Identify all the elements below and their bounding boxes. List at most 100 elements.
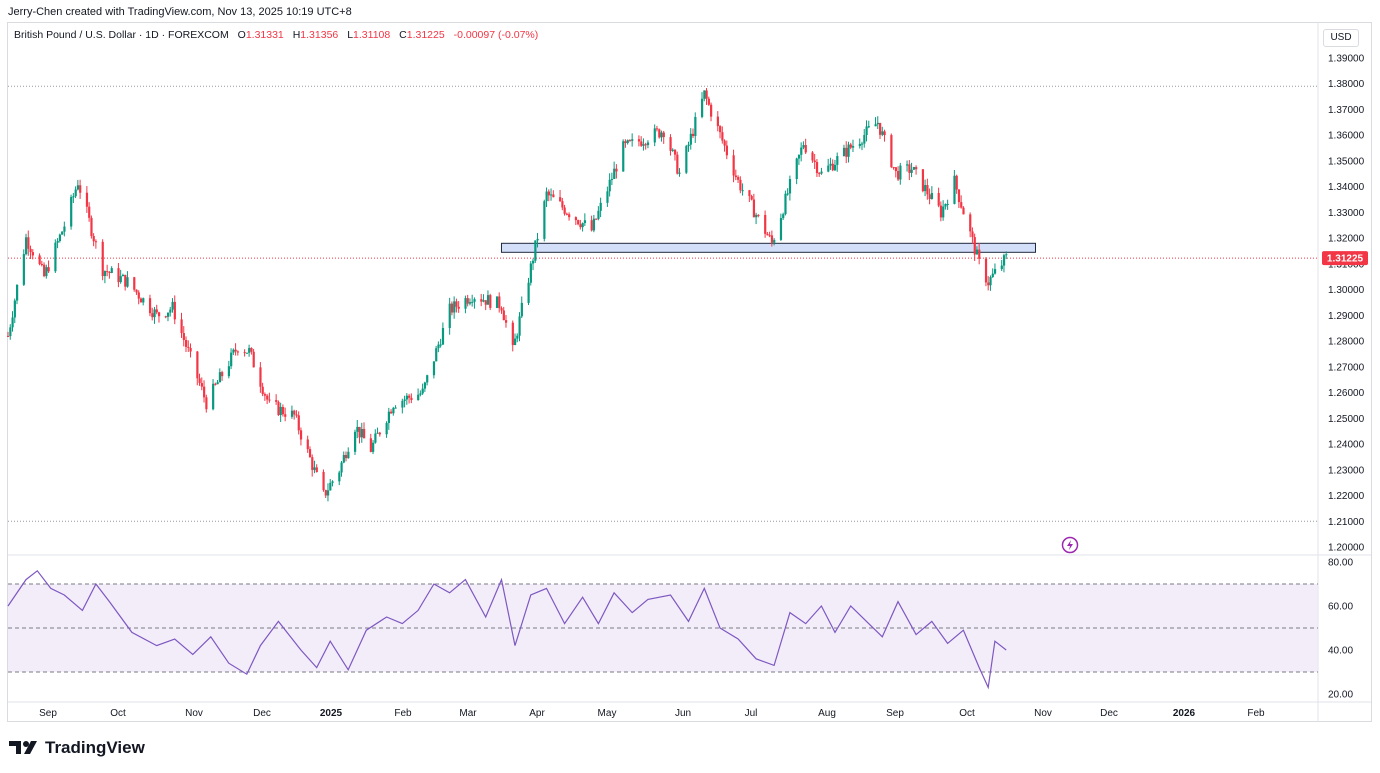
candle-body (516, 335, 519, 339)
time-tick-label: Nov (185, 708, 203, 719)
candle-body (975, 249, 979, 255)
candle-body (234, 349, 237, 352)
candle-body (187, 346, 190, 349)
candle-body (955, 175, 958, 190)
candle-body (189, 348, 192, 352)
candle-body (417, 394, 420, 400)
candle-body (166, 312, 170, 317)
candle-body (295, 414, 298, 416)
candle-body (464, 298, 467, 309)
candle-body (173, 301, 176, 320)
candle-body (182, 333, 185, 340)
candle-body (157, 312, 161, 317)
candle-body (13, 300, 16, 318)
candle-body (38, 255, 41, 265)
candle-body (306, 439, 309, 450)
candle-body (453, 301, 456, 313)
candle-body (356, 426, 359, 432)
currency-button[interactable]: USD (1323, 29, 1359, 47)
candle-body (836, 156, 839, 165)
candle-body (527, 282, 530, 303)
candle-body (324, 490, 327, 496)
candle-body (561, 201, 564, 208)
candle-body (448, 303, 451, 328)
candle-body (710, 104, 713, 117)
candle-body (773, 239, 776, 243)
candle-body (101, 241, 104, 277)
candle-body (354, 431, 357, 452)
candle-body (437, 344, 440, 349)
candle-body (660, 132, 663, 138)
candle-body (203, 386, 206, 398)
candle-body (164, 316, 167, 318)
candle-body (500, 308, 503, 311)
rsi-tick-label: 80.00 (1328, 558, 1353, 569)
candle-body (624, 141, 627, 144)
candle-body (313, 467, 316, 470)
candle-body (106, 271, 109, 273)
time-tick-label: May (598, 708, 617, 719)
price-tick-label: 1.29000 (1328, 311, 1365, 322)
candle-body (606, 191, 609, 203)
price-tick-label: 1.30000 (1328, 285, 1365, 296)
candle-body (7, 335, 10, 337)
candle-body (486, 295, 490, 305)
candle-body (392, 407, 395, 414)
low-label: L (347, 29, 354, 41)
candle-body (842, 147, 846, 157)
candle-body (860, 143, 864, 145)
candle-body (108, 272, 111, 274)
candle-body (212, 383, 215, 410)
tradingview-logo[interactable]: TradingView (9, 738, 145, 758)
candle-body (642, 144, 645, 146)
candle-body (874, 124, 877, 127)
candle-body (890, 135, 893, 168)
symbol-legend: British Pound / U.S. Dollar · 1D · FOREX… (14, 29, 538, 41)
candle-body (813, 160, 816, 163)
candle-body (658, 129, 661, 138)
candle-body (937, 193, 940, 206)
candle-body (879, 122, 882, 135)
candle-body (394, 407, 397, 409)
candle-body (142, 298, 145, 303)
candle-body (768, 235, 771, 237)
price-tick-label: 1.22000 (1328, 491, 1365, 502)
candle-body (347, 451, 350, 459)
time-tick-label: 2026 (1173, 708, 1196, 719)
candle-body (56, 240, 59, 243)
candle-body (76, 185, 80, 190)
candle-body (153, 309, 156, 318)
candle-body (466, 298, 469, 304)
candle-body (236, 351, 240, 353)
candle-body (401, 400, 404, 408)
candle-body (22, 254, 25, 285)
candle-body (148, 298, 152, 314)
candle-body (342, 455, 345, 463)
candle-body (565, 213, 569, 215)
candle-body (85, 192, 89, 207)
candle-body (435, 348, 438, 362)
candle-body (802, 145, 805, 148)
candle-body (597, 210, 600, 219)
time-tick-label: Apr (529, 708, 545, 719)
lightning-icon[interactable] (1061, 536, 1079, 554)
candle-body (338, 472, 341, 482)
candle-body (266, 395, 269, 400)
candle-body (214, 383, 217, 385)
candle-body (473, 299, 476, 302)
candle-body (504, 320, 508, 323)
candle-body (646, 142, 650, 146)
candle-body (137, 292, 140, 299)
candle-body (196, 351, 199, 379)
candle-body (468, 302, 472, 304)
candle-body (151, 313, 154, 318)
candle-body (924, 185, 927, 192)
candle-body (72, 196, 75, 198)
candle-body (694, 116, 697, 136)
candle-body (957, 189, 961, 203)
candle-body (692, 133, 695, 136)
price-tick-label: 1.26000 (1328, 388, 1365, 399)
candle-body (277, 401, 280, 416)
candle-body (54, 242, 57, 272)
